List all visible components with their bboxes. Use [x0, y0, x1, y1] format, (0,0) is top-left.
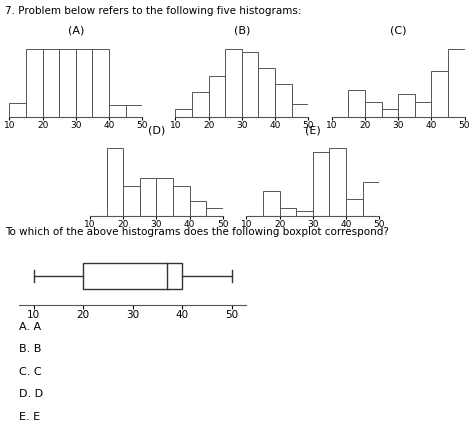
Bar	[292, 104, 308, 117]
Bar	[92, 49, 109, 117]
Bar	[296, 211, 313, 216]
Bar	[76, 49, 92, 117]
Bar	[398, 94, 415, 117]
Bar	[263, 191, 280, 216]
Bar	[363, 182, 379, 216]
Text: E. E: E. E	[19, 412, 40, 422]
Bar	[448, 49, 465, 117]
Bar	[206, 209, 223, 216]
Bar	[59, 49, 76, 117]
Text: A. A: A. A	[19, 322, 41, 332]
Bar	[175, 108, 192, 117]
Bar	[329, 148, 346, 216]
Title: (E): (E)	[305, 125, 321, 135]
Title: (B): (B)	[234, 26, 250, 36]
Text: B. B: B. B	[19, 344, 41, 354]
Bar	[107, 148, 123, 216]
Bar	[313, 152, 329, 216]
Title: (D): (D)	[148, 125, 165, 135]
Text: To which of the above histograms does the following boxplot correspond?: To which of the above histograms does th…	[5, 227, 389, 237]
Bar	[26, 49, 43, 117]
Title: (A): (A)	[68, 26, 84, 36]
Bar	[83, 263, 182, 289]
Bar	[43, 49, 59, 117]
Bar	[140, 178, 156, 216]
Bar	[280, 207, 296, 216]
Bar	[258, 68, 275, 117]
Bar	[365, 102, 382, 117]
Bar	[209, 76, 225, 117]
Bar	[123, 186, 140, 216]
Text: C. C: C. C	[19, 367, 42, 377]
Bar	[9, 103, 26, 117]
Bar	[242, 52, 258, 117]
Text: 7. Problem below refers to the following five histograms:: 7. Problem below refers to the following…	[5, 6, 301, 16]
Bar	[126, 105, 142, 117]
Bar	[190, 201, 206, 216]
Bar	[173, 186, 190, 216]
Bar	[275, 84, 292, 117]
Bar	[431, 71, 448, 117]
Title: (C): (C)	[390, 26, 406, 36]
Bar	[382, 109, 398, 117]
Bar	[192, 92, 209, 117]
Bar	[109, 105, 126, 117]
Bar	[225, 49, 242, 117]
Bar	[156, 178, 173, 216]
Bar	[346, 199, 363, 216]
Text: D. D: D. D	[19, 389, 43, 399]
Bar	[348, 89, 365, 117]
Bar	[415, 102, 431, 117]
